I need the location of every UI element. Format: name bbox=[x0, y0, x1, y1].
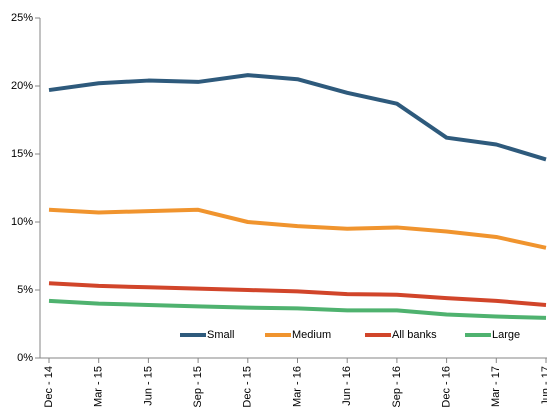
x-tick-label: Sep - 15 bbox=[192, 366, 204, 408]
x-tick-label: Jun - 16 bbox=[341, 366, 353, 406]
x-tick-label: Dec - 14 bbox=[43, 366, 55, 408]
y-tick-label: 0% bbox=[17, 352, 33, 364]
legend-label: Medium bbox=[292, 329, 331, 341]
x-tick-label: Dec - 15 bbox=[242, 366, 254, 408]
legend-label: Large bbox=[492, 329, 520, 341]
legend-label: All banks bbox=[392, 329, 437, 341]
x-tick-label: Jun - 15 bbox=[142, 366, 154, 406]
legend: Small Medium All banks Large bbox=[180, 329, 520, 341]
y-tick-label: 15% bbox=[11, 148, 33, 160]
series-line bbox=[48, 207, 547, 250]
series-line bbox=[48, 281, 547, 307]
x-tick-label: Mar - 15 bbox=[93, 366, 105, 407]
y-tick-label: 5% bbox=[17, 284, 33, 296]
x-tick-label: Mar - 16 bbox=[291, 366, 303, 407]
x-tick-label: Dec - 16 bbox=[441, 366, 453, 408]
series-line bbox=[48, 298, 547, 320]
legend-label: Small bbox=[207, 329, 235, 341]
x-tick-label: Jun - 17 bbox=[540, 366, 547, 406]
y-tick-label: 10% bbox=[11, 216, 33, 228]
y-tick-label: 20% bbox=[11, 80, 33, 92]
x-tick-label: Mar - 17 bbox=[490, 366, 502, 407]
y-tick-label: 25% bbox=[11, 12, 33, 24]
series-line bbox=[48, 73, 547, 162]
x-tick-label: Sep - 16 bbox=[391, 366, 403, 408]
